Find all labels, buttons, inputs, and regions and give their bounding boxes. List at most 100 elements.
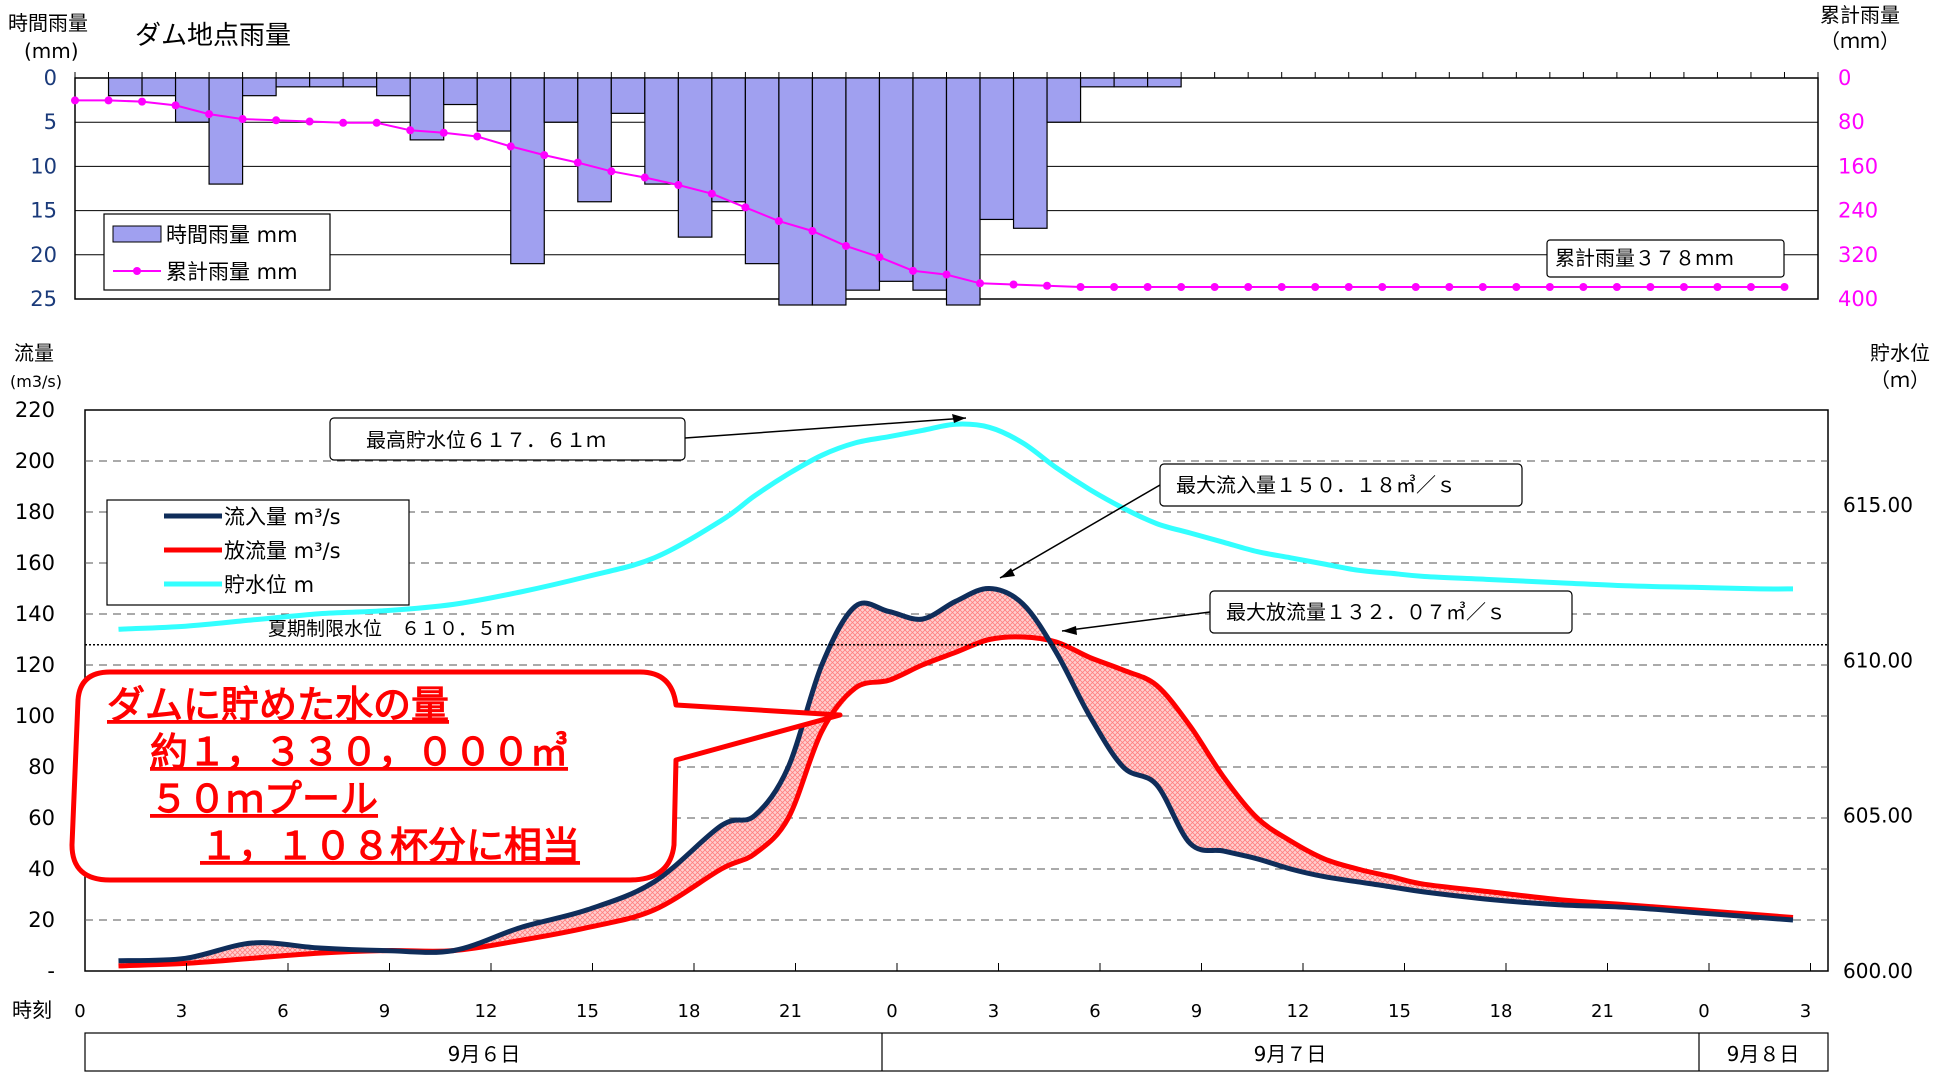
cumulative-rain-point — [540, 151, 549, 160]
cumulative-rain-point — [1143, 283, 1152, 291]
cumulative-rain-point — [1478, 283, 1487, 291]
rain-legend: 時間雨量 mm 累計雨量 mm — [103, 213, 331, 291]
rain-left-tick-label: 25 — [30, 287, 57, 311]
flow-x-tick-label: 18 — [1490, 1001, 1513, 1022]
rain-bar — [1147, 77, 1182, 88]
rain-bar — [845, 77, 881, 291]
flow-left-tick-label: 20 — [28, 908, 55, 932]
cumulative-rain-point — [1713, 283, 1722, 291]
rain-bars — [107, 77, 1182, 306]
rain-bar — [409, 77, 445, 141]
flow-left-tick-label: 220 — [15, 398, 55, 422]
cumulative-rain-point — [372, 118, 381, 127]
flow-right-tick-label: 610.00 — [1843, 648, 1913, 672]
flow-x-tick-label: 3 — [1800, 1001, 1811, 1022]
cumulative-rain-path — [75, 99, 1785, 288]
rain-bar — [208, 77, 244, 185]
cumulative-rain-point — [1076, 283, 1085, 291]
flow-right-axis-label: 貯水位 — [1870, 341, 1930, 365]
cumulative-rain-point — [1311, 283, 1320, 291]
flow-gridlines — [85, 460, 1828, 921]
rain-left-tick-label: 5 — [44, 110, 57, 134]
flow-x-tick-label: 0 — [886, 1001, 897, 1022]
flow-left-tick-label: 120 — [15, 653, 55, 677]
cumulative-rain-point — [607, 167, 616, 176]
rain-chart-title: ダム地点雨量 — [135, 21, 291, 51]
rain-bar — [610, 77, 646, 114]
rain-bar — [174, 77, 210, 123]
cumulative-rain-point — [908, 266, 917, 275]
date-bar: 9月６日 9月７日 9月８日 — [84, 1032, 1829, 1072]
rain-left-tick-label: 0 — [44, 66, 57, 90]
flow-left-tick-label: 160 — [15, 551, 55, 575]
rain-bar — [241, 77, 277, 97]
flow-x-ticks: 0 3 6 9 12 15 18 21 0 3 6 9 12 15 18 21 0 3 — [74, 963, 1811, 1022]
rain-bar — [811, 77, 847, 306]
max-outflow-annotation: 最大放流量１３２．０７㎥／ｓ — [1061, 590, 1573, 635]
flow-legend: 流入量 m³/s 放流量 m³/s 貯水位 m — [106, 499, 410, 606]
cumulative-rain-point — [875, 253, 884, 262]
cumulative-rain-point — [439, 128, 448, 137]
flow-x-tick-label: 0 — [1698, 1001, 1709, 1022]
rain-bar — [744, 77, 780, 265]
rain-left-axis-label: 時間雨量 — [8, 11, 88, 35]
flow-x-tick-label: 21 — [779, 1001, 802, 1022]
cumulative-rain-point — [138, 97, 147, 106]
callout-line-4: １，１０８杯分に相当 — [200, 824, 580, 868]
cumulative-rain-point — [1110, 283, 1119, 291]
cumulative-rain-point — [1210, 283, 1219, 291]
cumulative-rain-point — [707, 189, 716, 198]
rain-bar — [979, 77, 1015, 221]
rain-bar — [878, 77, 914, 282]
cumulative-rain-point — [238, 115, 247, 124]
cumulative-rain-point — [1679, 283, 1688, 291]
cumulative-rain-point — [640, 173, 649, 182]
cumulative-rain-point — [774, 217, 783, 226]
cumulative-rain-point — [1244, 283, 1253, 291]
flow-x-tick-label: 3 — [176, 1001, 187, 1022]
max-inflow-annotation: 最大流入量１５０．１８㎥／ｓ — [999, 463, 1523, 579]
time-axis-label: 時刻 — [12, 998, 52, 1022]
flow-left-ticks: - 20 40 60 80 100 120 140 160 180 200 220 — [15, 398, 55, 983]
storage-callout: ダムに貯めた水の量 約１，３３０，０００㎥ ５０ｍプール １，１０８杯分に相当 — [69, 669, 843, 883]
cumulative-rain-point — [71, 96, 79, 105]
rain-right-tick-label: 160 — [1838, 154, 1878, 178]
cumulative-rain-point — [1277, 283, 1286, 291]
rain-right-tick-label: 0 — [1838, 66, 1851, 90]
flow-x-tick-label: 12 — [475, 1001, 498, 1022]
cumulative-rain-point — [674, 180, 683, 189]
cumulative-rain-point — [976, 279, 985, 288]
flow-left-tick-label: 140 — [15, 602, 55, 626]
rain-bar — [677, 77, 713, 238]
cumulative-rain-point — [339, 118, 348, 127]
flow-x-tick-label: 15 — [576, 1001, 599, 1022]
rain-bar — [1079, 77, 1115, 88]
rain-bar — [711, 77, 746, 203]
flow-x-tick-label: 3 — [988, 1001, 999, 1022]
legend-hourly-rain: 時間雨量 mm — [166, 223, 298, 247]
flow-x-tick-label: 6 — [277, 1001, 288, 1022]
max-outflow-label: 最大放流量１３２．０７㎥／ｓ — [1226, 600, 1506, 624]
flow-left-axis-unit: (m3/s) — [10, 372, 62, 391]
rain-bar — [1113, 77, 1149, 88]
flow-right-axis-unit: （ｍ） — [1870, 368, 1930, 392]
flow-x-tick-label: 9 — [379, 1001, 390, 1022]
legend-level: 貯水位 m — [224, 573, 314, 597]
flow-right-ticks: 600.00 605.00 610.00 615.00 — [1843, 493, 1913, 983]
rain-bar — [1046, 77, 1082, 123]
cumulative-rain-point — [1512, 283, 1521, 291]
rain-bar — [510, 77, 545, 265]
cumulative-rain-point — [1579, 283, 1588, 291]
cumulative-rain-point — [1545, 283, 1554, 291]
flow-left-tick-label: 180 — [15, 500, 55, 524]
rain-right-ticks: 0 80 160 240 320 400 — [1838, 66, 1878, 311]
cumulative-rain-point — [1646, 283, 1655, 291]
callout-line-3: ５０ｍプール — [150, 777, 378, 821]
rain-bar — [543, 77, 579, 123]
rain-left-tick-label: 10 — [30, 154, 57, 178]
rain-left-tick-label: 20 — [30, 243, 57, 267]
rain-right-tick-label: 400 — [1838, 287, 1878, 311]
flow-right-tick-label: 605.00 — [1843, 804, 1913, 828]
callout-line-1: ダムに貯めた水の量 — [107, 683, 449, 727]
legend-cumulative-rain: 累計雨量 mm — [166, 260, 298, 284]
